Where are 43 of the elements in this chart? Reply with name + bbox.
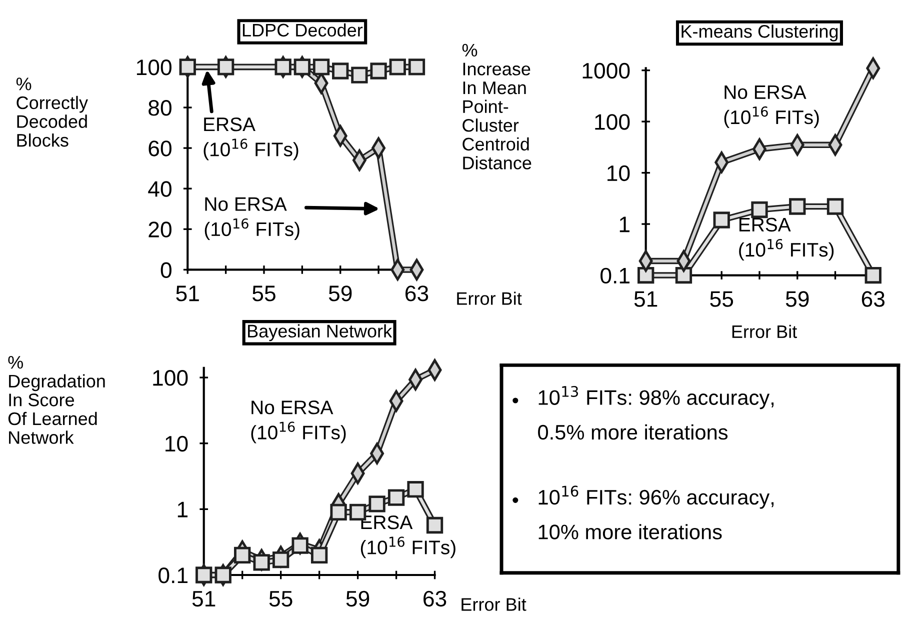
y-tick-label: 40 bbox=[148, 181, 172, 197]
x-tick-label: 55 bbox=[252, 286, 276, 302]
y-tick-label: 100 bbox=[595, 114, 630, 130]
x-tick-label: 51 bbox=[176, 286, 199, 302]
y-tick-label: 80 bbox=[148, 100, 172, 116]
y-tick-label: 100 bbox=[136, 59, 172, 76]
x-axis-title: Error Bit bbox=[462, 598, 526, 611]
x-tick-label: 63 bbox=[862, 291, 885, 307]
y-tick-label: 1000 bbox=[582, 62, 630, 79]
x-tick-label: 55 bbox=[710, 291, 734, 307]
y-tick-label: 1 bbox=[620, 216, 630, 232]
y-axis-title: % Correctly Decoded Blocks bbox=[16, 78, 88, 147]
x-axis-title: Error Bit bbox=[732, 324, 798, 338]
y-tick-label: 0 bbox=[160, 262, 172, 278]
y-tick-label: 60 bbox=[148, 140, 172, 156]
y-tick-label: 100 bbox=[153, 370, 188, 386]
text: 10$^{13}$ FITs: 98% accuracy, 0.5% more iterations bbox=[538, 386, 774, 440]
x-tick-label: 51 bbox=[634, 291, 658, 307]
x-tick-label: 59 bbox=[346, 590, 370, 607]
annotation: No ERSA (10$^{16}$ FITs) bbox=[204, 197, 300, 240]
y-tick-label: 0.1 bbox=[600, 268, 630, 284]
chart-title: LDPC Decoder bbox=[242, 23, 363, 37]
x-tick-label: 55 bbox=[269, 591, 292, 607]
x-tick-label: 51 bbox=[192, 591, 216, 607]
x-tick-label: 59 bbox=[328, 286, 352, 302]
y-tick-label: 1 bbox=[178, 502, 188, 518]
text: 10$^{16}$ FITs: 96% accuracy, 10% more iterations bbox=[538, 486, 774, 540]
chart-title: K-means Clustering bbox=[682, 24, 838, 42]
annotation: No ERSA (10$^{16}$ FITs) bbox=[251, 400, 346, 444]
y-tick-label: 10 bbox=[166, 436, 188, 452]
y-tick-label: 0.1 bbox=[158, 568, 188, 584]
y-axis-title: % Degradation In Score Of Learned Network bbox=[8, 356, 105, 444]
chart-title: Bayesian Network bbox=[248, 324, 392, 342]
y-axis-title: % Increase In Mean Point- Cluster Centroid Distance bbox=[462, 44, 532, 170]
x-tick-label: 63 bbox=[424, 590, 446, 607]
y-tick-label: 20 bbox=[148, 222, 172, 238]
y-tick-label: 10 bbox=[608, 165, 630, 182]
annotation: ERSA (10$^{16}$ FITs) bbox=[739, 218, 834, 261]
x-tick-label: 59 bbox=[786, 291, 809, 307]
annotation: No ERSA (10$^{16}$ FITs) bbox=[724, 85, 819, 128]
x-axis-title: Error Bit bbox=[457, 292, 522, 305]
x-tick-label: 63 bbox=[405, 286, 428, 302]
annotation: ERSA (10$^{16}$ FITs) bbox=[204, 117, 298, 160]
